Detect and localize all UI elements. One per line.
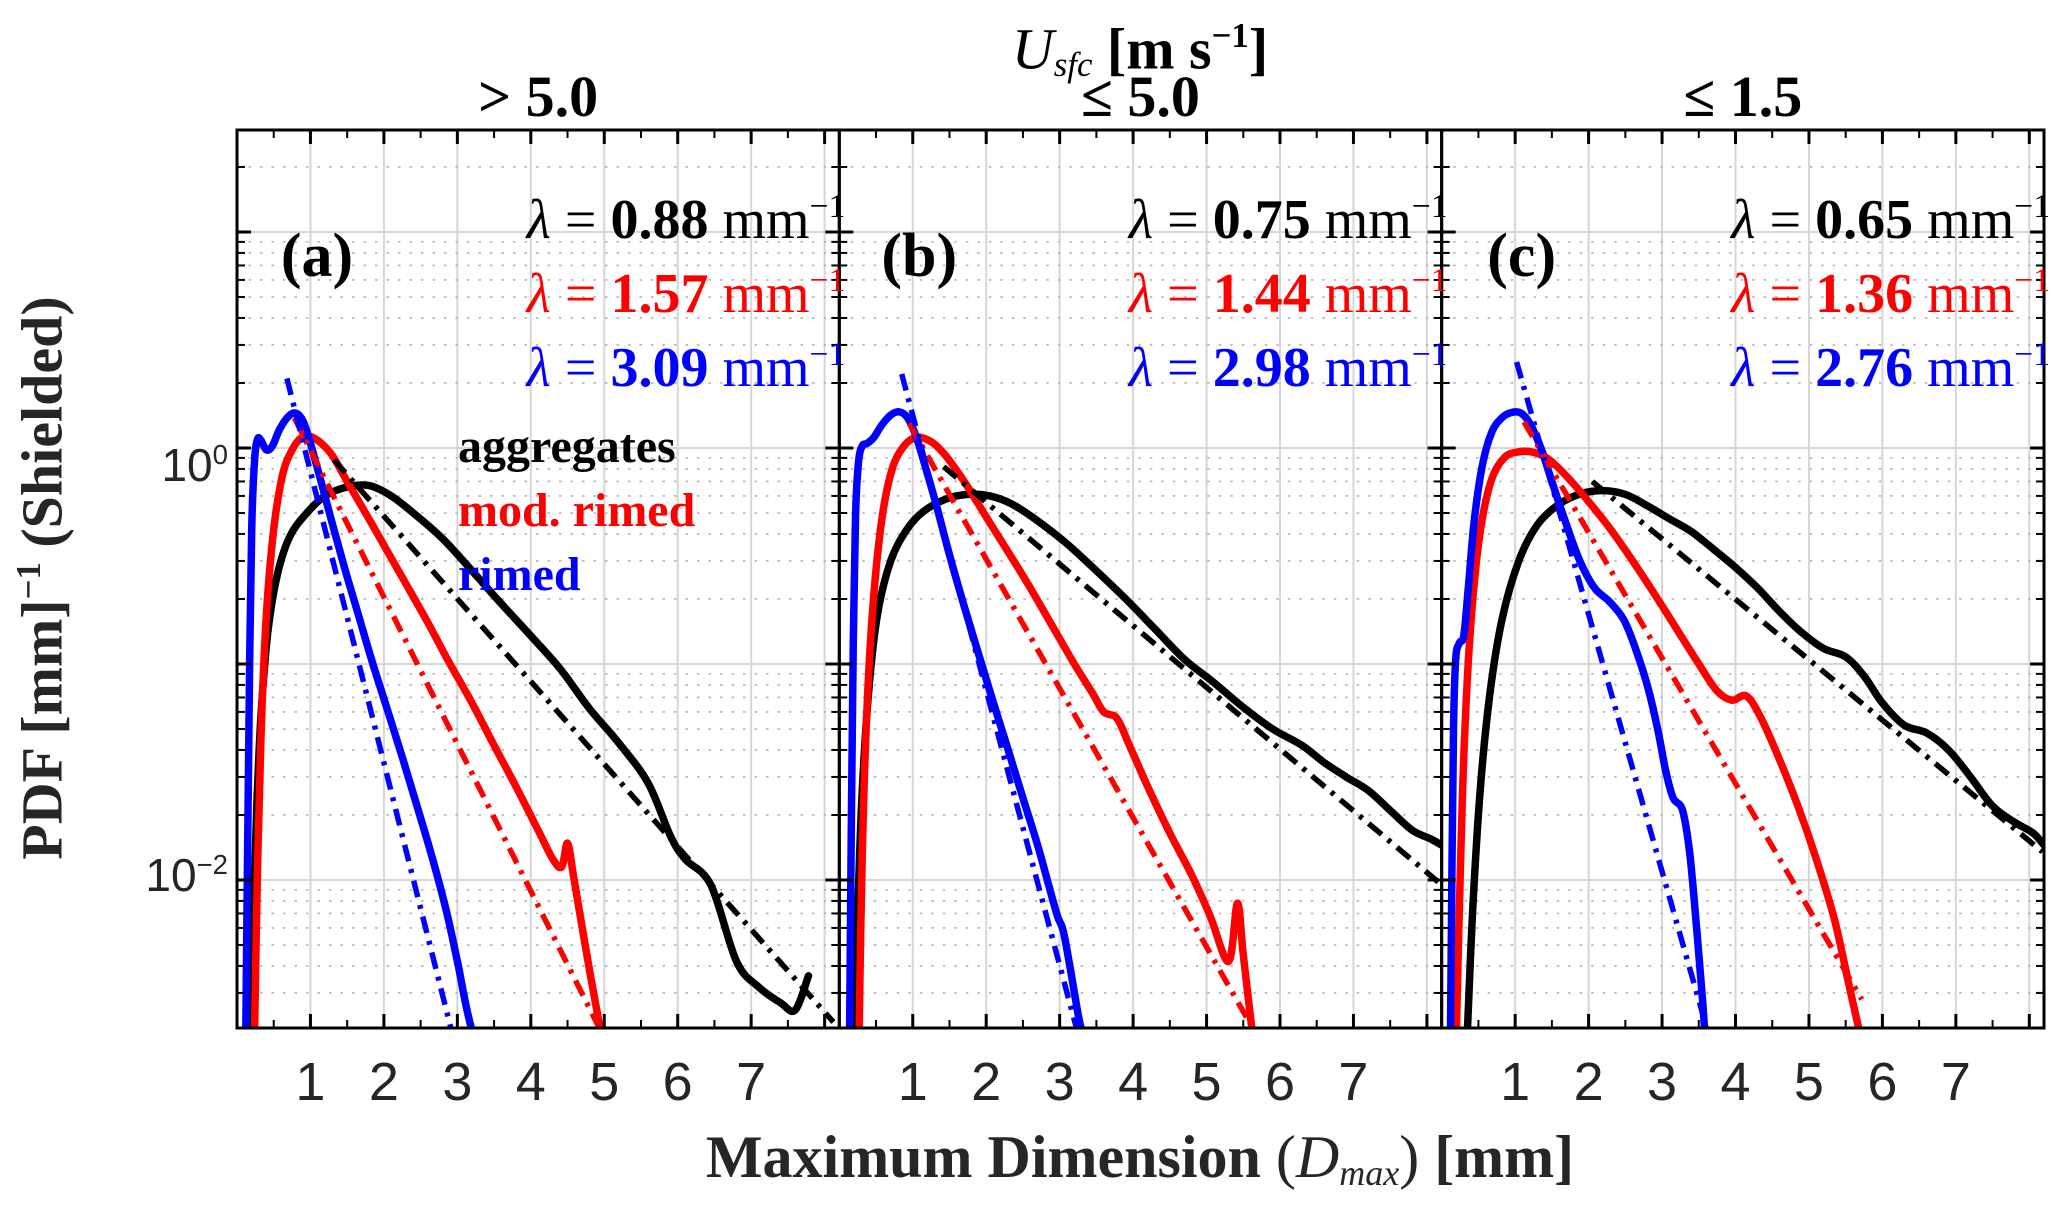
x-tick-label: 4 — [1720, 1052, 1751, 1112]
curve-mod-rimed — [250, 431, 604, 1028]
lambda-annotation: λ = 1.36 mm−1 — [1731, 262, 2050, 325]
curve-aggregates — [850, 490, 1442, 1028]
x-tick-label: 5 — [1793, 1052, 1824, 1112]
x-tick-label: 1 — [897, 1052, 928, 1112]
y-axis-label: PDF [mm]−1 (Shielded) — [9, 296, 76, 859]
x-tick-label: 1 — [1500, 1052, 1531, 1112]
x-tick-label: 5 — [589, 1052, 620, 1112]
fit-line-rimed-exp-fit — [284, 377, 454, 1028]
fit-line-mod-rimed-exp-fit — [906, 422, 1256, 1028]
lambda-annotation: λ = 1.44 mm−1 — [1128, 262, 1448, 325]
lambda-annotation: λ = 0.88 mm−1 — [526, 188, 846, 251]
title-subscript: sfc — [1053, 45, 1093, 85]
x-tick-label: 7 — [736, 1052, 767, 1112]
y-tick-label-1e0: 100 — [161, 439, 228, 492]
x-tick-label: 4 — [515, 1052, 546, 1112]
y-axis-label-tail: (Shielded) — [9, 296, 75, 563]
column-header: ≤ 5.0 — [1081, 64, 1200, 129]
x-tick-label: 6 — [1867, 1052, 1898, 1112]
gridlines — [237, 130, 840, 1028]
fit-line-aggregates-exp-fit — [331, 458, 836, 1024]
panel-border — [1440, 128, 2046, 1030]
x-tick-label: 3 — [442, 1052, 473, 1112]
column-header: ≤ 1.5 — [1683, 64, 1803, 129]
x-tick-label: 1 — [295, 1052, 326, 1112]
x-tick-label: 7 — [1940, 1052, 1971, 1112]
panel-tag: (a) — [280, 222, 354, 290]
legend-entry-mod-rimed: mod. rimed — [458, 484, 696, 537]
y-axis-label-text: PDF [mm] — [9, 599, 75, 860]
lambda-annotation: λ = 3.09 mm−1 — [526, 336, 846, 399]
x-tick-label: 6 — [1264, 1052, 1296, 1112]
x-tick-label: 5 — [1191, 1052, 1222, 1112]
fit-line-rimed-exp-fit — [899, 373, 1080, 1028]
x-axis-label-subscript: max — [1339, 1152, 1400, 1193]
fit-line-mod-rimed-exp-fit — [291, 416, 603, 1028]
y-tick-label-1e-2: 10−2 — [145, 849, 228, 902]
lambda-annotation: λ = 2.76 mm−1 — [1731, 336, 2050, 399]
x-tick-label: 2 — [971, 1052, 1002, 1112]
x-tick-label: 4 — [1118, 1052, 1149, 1112]
column-header: > 5.0 — [478, 64, 599, 129]
curve-mod-rimed — [855, 433, 1256, 1028]
panel-(b) — [837, 128, 1444, 1030]
panel-tag: (c) — [1487, 222, 1557, 290]
x-tick-label: 3 — [1647, 1052, 1678, 1112]
x-tick-label: 7 — [1338, 1052, 1369, 1112]
x-axis-label-units: [mm] — [1419, 1124, 1575, 1190]
x-axis-label-text: Maximum Dimension — [705, 1124, 1276, 1190]
fit-line-rimed-exp-fit — [1513, 361, 1710, 1028]
lambda-annotation: λ = 0.75 mm−1 — [1128, 188, 1448, 251]
curve-aggregates — [1463, 486, 2044, 1028]
panel-(c) — [1440, 128, 2046, 1030]
title-units: [m s — [1092, 16, 1212, 82]
curve-rimed — [242, 409, 476, 1028]
panel-tag: (b) — [881, 222, 958, 290]
title-units-close: ] — [1248, 16, 1269, 82]
gridlines — [839, 130, 1442, 1028]
legend-entry-rimed: rimed — [458, 548, 581, 601]
x-tick-label: 6 — [662, 1052, 693, 1112]
lambda-annotation: λ = 0.65 mm−1 — [1731, 188, 2050, 251]
fit-line-aggregates-exp-fit — [941, 464, 1442, 887]
lambda-annotation: λ = 1.57 mm−1 — [526, 262, 846, 325]
fit-line-mod-rimed-exp-fit — [1521, 420, 1865, 1001]
lambda-annotation: λ = 2.98 mm−1 — [1128, 336, 1448, 399]
x-tick-label: 2 — [368, 1052, 399, 1112]
gridlines — [1441, 130, 2044, 1028]
figure-title: Usfc [m s−1] — [1012, 4, 1268, 97]
curve-mod-rimed — [1452, 447, 1863, 1028]
title-units-exponent: −1 — [1211, 16, 1249, 55]
x-tick-label: 3 — [1044, 1052, 1075, 1112]
x-axis-label: Maximum Dimension (Dmax) [mm] — [705, 1124, 1575, 1193]
legend-entry-aggregates: aggregates — [458, 420, 676, 473]
x-axis-label-variable: D — [1295, 1124, 1340, 1190]
title-variable: U — [1011, 16, 1054, 82]
y-axis-label-exponent: −1 — [8, 562, 48, 600]
x-tick-label: 2 — [1573, 1052, 1604, 1112]
fit-line-aggregates-exp-fit — [1590, 479, 2044, 854]
